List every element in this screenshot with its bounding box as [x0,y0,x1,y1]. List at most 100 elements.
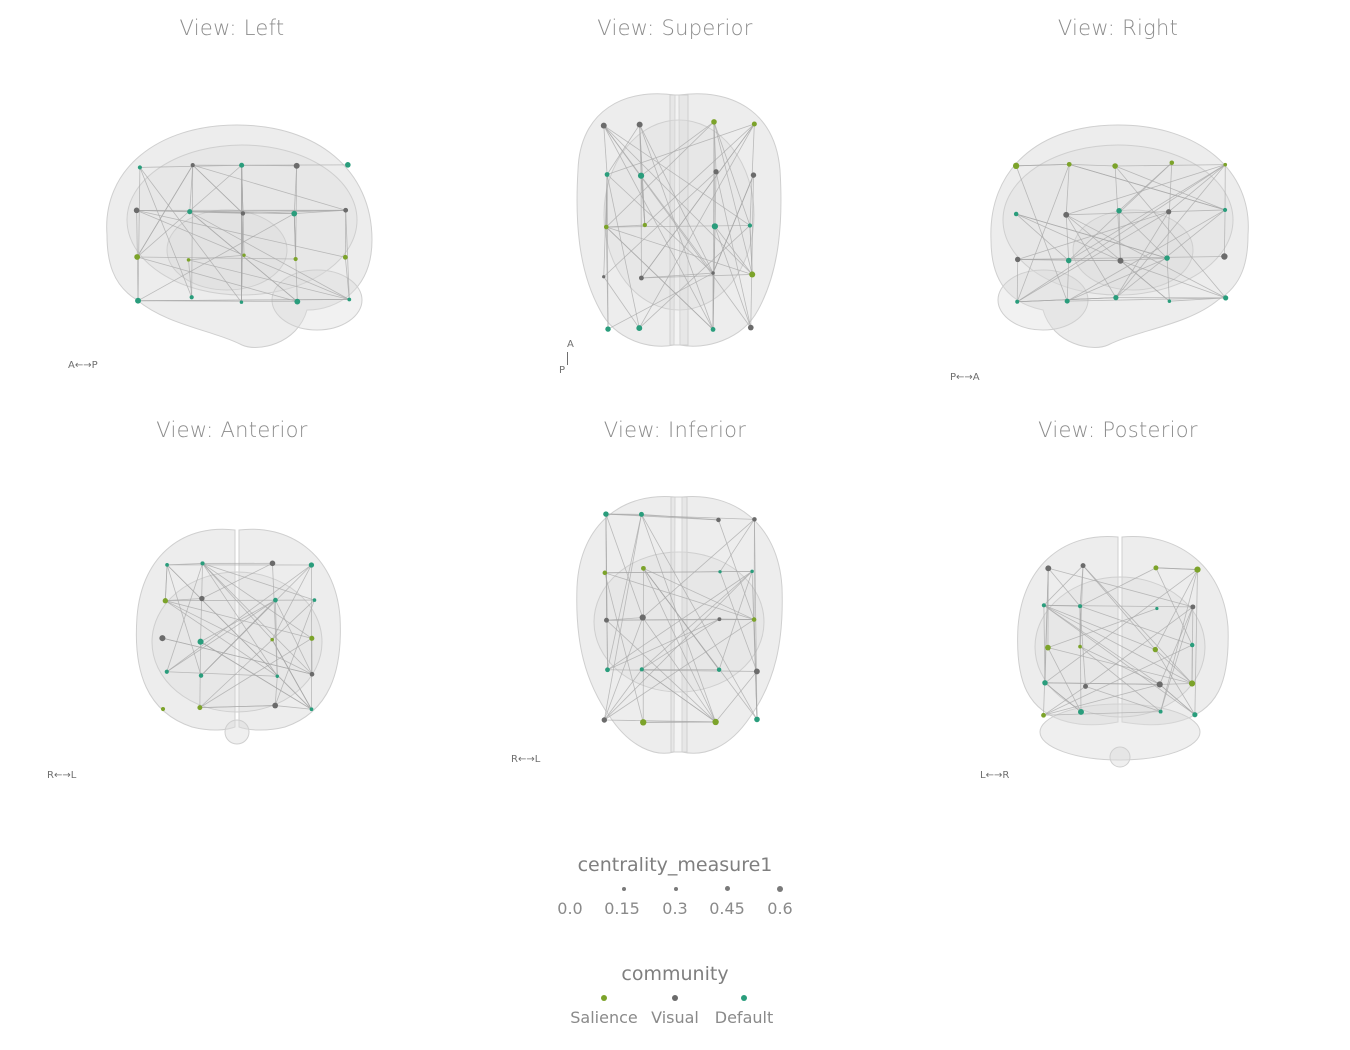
network-edge [274,676,278,706]
network-edge [1079,646,1160,685]
network-node [133,207,140,214]
orientation-label: A←→P [68,360,98,371]
network-edge [191,165,194,298]
legend-size-dot [622,887,626,891]
network-edge [1154,649,1196,715]
network-edge [750,175,754,328]
network-node [1164,255,1170,261]
network-edge [275,705,312,710]
legend-size-title: centrality_measure1 [577,854,773,876]
network-edge [603,125,714,330]
panel-left: View: Left A←→P [7,0,457,400]
legend-size-label: 0.15 [604,899,640,918]
network-edge [1115,164,1226,167]
network-edge [1114,165,1226,299]
network-edge [1043,565,1084,606]
network-edge [1066,209,1226,216]
network-node [1155,606,1159,611]
legend-community-dot-visual [672,995,678,1001]
brain-network-anterior [135,528,341,745]
network-edge [165,600,312,639]
network-node [1066,161,1072,167]
network-edge [1015,165,1068,302]
network-edge [137,256,298,302]
network-node [1045,565,1052,572]
network-edge [1154,569,1198,650]
network-edge [1155,649,1193,684]
network-node [1158,709,1163,714]
network-node [308,562,315,568]
network-edge [1017,211,1169,260]
network-node [602,275,606,279]
network-node [640,719,647,726]
network-edge [1194,569,1198,715]
network-edge [1115,209,1226,298]
network-node [190,163,195,168]
network-node [1012,162,1020,169]
network-edge [345,210,350,300]
network-edge [272,563,278,677]
network-node [197,638,204,645]
panel-title: View: Posterior [1038,418,1198,442]
network-edge [188,259,350,300]
network-node [1167,299,1172,303]
network-edges [162,562,315,710]
network-edge [202,563,315,601]
network-node [1015,299,1020,304]
network-edge [607,618,720,671]
network-edge [603,125,608,175]
orientation-label: R←→L [47,770,77,781]
network-edge [1115,211,1170,298]
network-node [200,561,205,566]
brain-network-inferior [576,495,783,754]
network-node [711,119,717,125]
network-node [641,565,646,571]
network-edge [137,256,296,260]
brain-network-posterior [1017,535,1229,768]
network-edge [1115,164,1226,298]
network-edge [188,254,245,261]
network-edge [1043,604,1160,685]
network-edge [1155,567,1198,570]
network-node [343,207,349,213]
brain-network-right [990,124,1249,348]
network-edge [202,563,278,677]
network-node [642,222,647,228]
legend-size-label: 0.3 [662,899,688,918]
network-node [602,570,608,576]
legend-size-label: 0.0 [557,899,583,918]
network-edge [192,164,244,214]
network-edge [643,567,755,620]
legend-size-dot [725,886,730,891]
network-edge [293,213,297,260]
orientation-label-bottom: P [559,365,566,376]
network-edge [606,174,640,329]
network-edge [604,719,716,723]
network-node [638,275,644,281]
network-edge [271,639,312,710]
network-edge [274,599,315,706]
network-edge [1120,257,1168,262]
network-edge [166,563,203,672]
legend-community-title: community [621,963,729,985]
network-edge [1043,604,1193,684]
network-node [197,705,203,711]
network-edge [275,599,313,675]
network-node [750,172,757,178]
network-node [270,637,274,642]
network-edge [1120,260,1226,299]
network-edge [1069,163,1226,211]
network-node [293,256,298,262]
network-edge [139,167,193,298]
network-edge [271,564,312,640]
network-node [309,671,315,677]
network-node [1063,211,1070,218]
network-node [309,707,314,712]
network-edge [603,669,643,721]
network-node [239,162,245,168]
network-node [293,162,300,169]
network-edge [644,123,755,226]
network-edge [1069,163,1116,167]
brain-mesh-shape [135,528,236,731]
network-node [716,517,721,523]
